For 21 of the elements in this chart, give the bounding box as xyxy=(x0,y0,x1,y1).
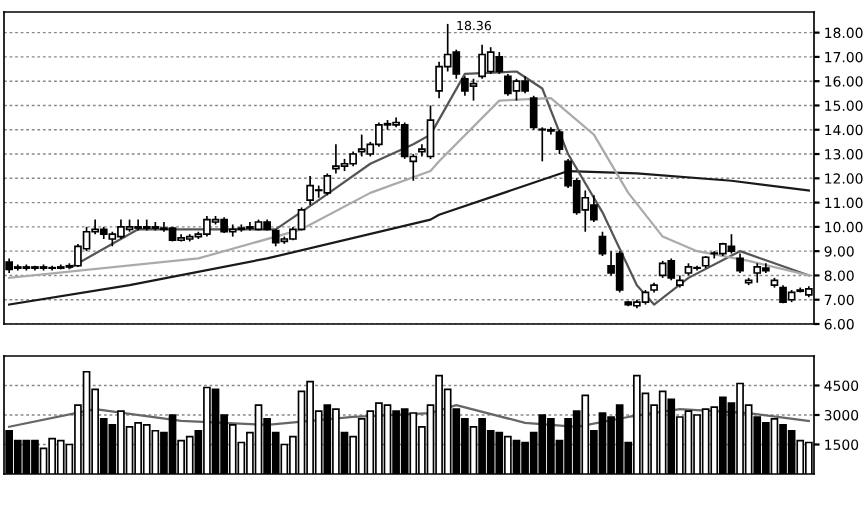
candlestick xyxy=(357,133,366,158)
candlestick xyxy=(495,51,504,75)
line-series xyxy=(68,70,810,306)
candlestick xyxy=(469,77,478,102)
candlestick xyxy=(461,75,469,97)
candlestick xyxy=(486,46,495,75)
candlestick xyxy=(727,233,736,255)
candlestick xyxy=(512,77,521,102)
candlestick xyxy=(736,252,744,274)
candlestick xyxy=(426,104,435,160)
candlestick xyxy=(323,172,332,197)
candlestick xyxy=(332,143,340,175)
candlestick xyxy=(117,218,125,240)
candlestick xyxy=(667,257,676,282)
candlestick xyxy=(297,206,306,232)
candlestick xyxy=(504,73,512,97)
line-series xyxy=(8,97,810,279)
line-series xyxy=(8,169,810,306)
candlestick xyxy=(615,250,624,294)
candlestick xyxy=(753,262,762,284)
candlestick xyxy=(555,128,564,155)
